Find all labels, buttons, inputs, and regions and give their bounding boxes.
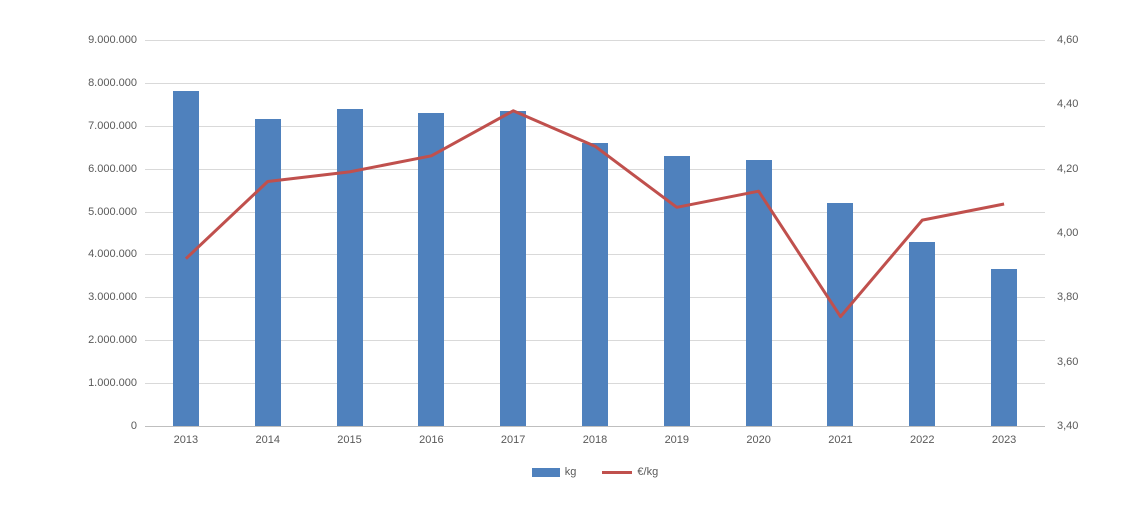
left-axis-tick: 3.000.000 [88, 291, 137, 304]
kg-series-swatch-icon [531, 467, 560, 477]
plot-area [145, 40, 1045, 427]
legend-item-kg: kg [531, 466, 577, 478]
x-axis-label-2021: 2021 [828, 434, 853, 446]
right-axis-tick: 4,00 [1057, 227, 1079, 239]
left-axis-tick: 4.000.000 [88, 248, 137, 261]
price-series-swatch-icon [602, 470, 633, 474]
left-axis-tick: 9.000.000 [88, 34, 137, 46]
right-axis-tick: 4,60 [1057, 34, 1079, 46]
right-axis-labels: 3,40 3,60 3,80 4,00 4,20 4,40 4,60 [1057, 0, 1117, 507]
right-axis-tick: 4,40 [1057, 98, 1079, 111]
left-axis-tick: 7.000.000 [88, 119, 137, 132]
gridline [145, 82, 1045, 84]
x-axis-label-2015: 2015 [337, 434, 362, 446]
x-axis-label-2019: 2019 [664, 434, 690, 446]
left-axis-tick: 8.000.000 [88, 76, 137, 89]
x-axis-label-2013: 2013 [173, 434, 199, 446]
legend: kg €/kg [145, 466, 1045, 478]
legend-label-kg: kg [564, 466, 577, 478]
gridline [145, 40, 1045, 41]
x-axis-line [145, 426, 1045, 427]
left-axis-tick: 1.000.000 [88, 377, 137, 390]
right-axis-tick: 3,40 [1057, 420, 1079, 432]
x-axis-label-2016: 2016 [419, 434, 444, 446]
x-axis-label-2017: 2017 [500, 434, 526, 446]
x-axis-label-2018: 2018 [582, 434, 608, 446]
x-axis-label-2023: 2023 [991, 434, 1017, 446]
legend-item-eur-per-kg: €/kg [602, 466, 658, 478]
left-axis-tick: 2.000.000 [88, 334, 137, 347]
legend-label-eur-per-kg: €/kg [637, 466, 659, 478]
left-axis-tick: 5.000.000 [88, 205, 137, 218]
x-axis-label-2022: 2022 [910, 434, 935, 446]
right-axis-tick: 3,60 [1057, 355, 1079, 368]
right-axis-tick: 3,80 [1057, 291, 1079, 304]
x-axis-label-2020: 2020 [746, 434, 771, 446]
left-axis-tick: 6.000.000 [88, 162, 137, 175]
right-axis-tick: 4,20 [1057, 162, 1079, 175]
x-axis-label-2014: 2014 [255, 434, 280, 446]
left-axis-labels: 0 1.000.000 2.000.000 3.000.000 4.000.000 5.0… [0, 0, 137, 507]
left-axis-tick: 0 [130, 420, 137, 432]
